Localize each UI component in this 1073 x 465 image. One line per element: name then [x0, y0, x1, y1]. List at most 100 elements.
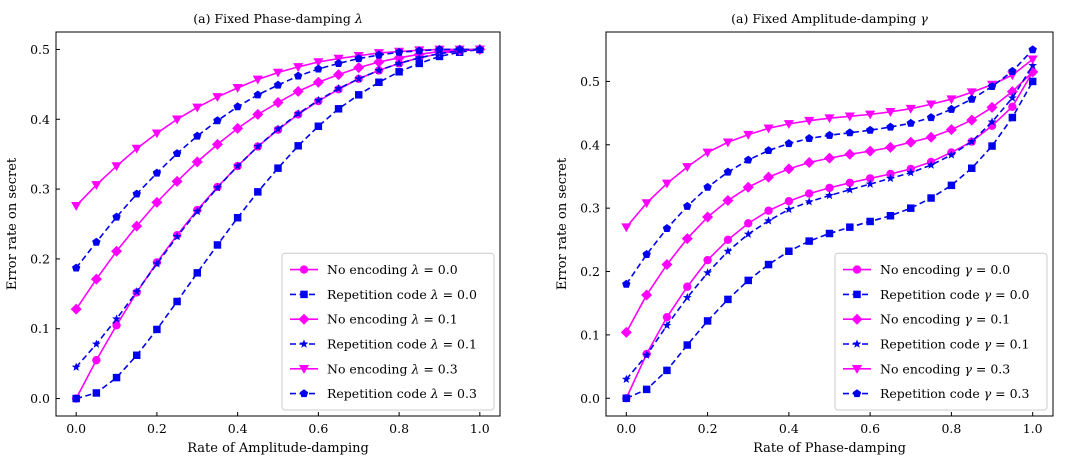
data-point	[662, 320, 672, 330]
data-point	[131, 220, 143, 232]
data-point	[681, 233, 693, 245]
data-point	[947, 181, 956, 190]
data-point	[621, 374, 631, 383]
chart-title: (a) Fixed Amplitude-damping γ	[731, 11, 928, 26]
legend-label: No encoding γ = 0.0	[880, 262, 1010, 277]
data-point	[764, 216, 773, 225]
data-point	[662, 224, 672, 232]
legend-label: Repetition code λ = 0.3	[327, 386, 477, 401]
data-point	[683, 341, 692, 349]
legend-marker	[852, 339, 862, 348]
data-point	[744, 155, 753, 164]
x-axis-label: Rate of Amplitude-damping	[187, 441, 369, 456]
x-tick-label: 1.0	[470, 421, 490, 436]
data-point	[92, 355, 101, 365]
data-point	[213, 183, 222, 192]
data-point	[764, 146, 773, 155]
data-point	[112, 321, 121, 330]
legend-label: No encoding λ = 0.3	[327, 361, 458, 376]
data-point	[723, 246, 733, 255]
x-tick-label: 1.0	[1023, 421, 1043, 436]
data-point	[641, 289, 653, 301]
data-point	[193, 269, 202, 277]
data-point	[354, 54, 363, 63]
axes-frame	[605, 31, 1054, 417]
data-point	[783, 163, 795, 175]
y-tick-label: 0.4	[30, 112, 50, 127]
data-point	[171, 175, 183, 187]
y-tick-label: 0.5	[30, 42, 50, 57]
legend-marker	[300, 290, 308, 299]
data-point	[435, 45, 444, 54]
data-point	[724, 295, 732, 304]
data-point	[825, 183, 834, 193]
data-point	[722, 195, 734, 207]
legend-label: No encoding λ = 0.1	[327, 312, 458, 327]
data-point	[845, 128, 854, 137]
data-point	[334, 105, 343, 113]
legend-item: No encoding λ = 0.0	[290, 262, 458, 277]
legend-item: Repetition code γ = 0.3	[843, 386, 1030, 401]
data-point	[661, 179, 673, 189]
data-point	[172, 115, 183, 125]
data-point	[987, 117, 997, 126]
data-point	[785, 247, 793, 255]
y-axis-label: Error rate on secret	[5, 157, 20, 290]
data-point	[927, 194, 935, 202]
data-point	[70, 303, 82, 315]
data-point	[151, 129, 162, 139]
data-point	[804, 197, 814, 206]
data-point	[825, 190, 834, 200]
x-tick-label: 0.2	[698, 421, 718, 436]
x-tick-label: 0.0	[66, 421, 86, 436]
chart-panel-2: (a) Fixed Amplitude-damping γ 0.0 0.2 0.4 0.…	[555, 11, 1054, 456]
data-point	[212, 93, 223, 102]
data-point	[703, 317, 712, 325]
data-point	[375, 78, 383, 87]
data-point	[622, 394, 631, 402]
legend-item: No encoding γ = 0.3	[843, 361, 1010, 376]
y-tick-label: 0.4	[580, 137, 600, 152]
series-line	[75, 48, 480, 368]
data-point	[131, 144, 142, 154]
data-point	[845, 178, 854, 187]
data-point	[805, 189, 814, 198]
legend-item: No encoding γ = 0.0	[843, 262, 1010, 277]
data-point	[253, 90, 262, 99]
data-point	[273, 124, 283, 133]
data-point	[926, 160, 936, 169]
data-point	[192, 103, 203, 113]
data-point	[395, 68, 403, 76]
data-point	[620, 326, 632, 338]
legend-label: No encoding γ = 0.1	[880, 312, 1010, 327]
data-point	[926, 100, 937, 110]
data-point	[1008, 113, 1017, 122]
data-point	[804, 116, 815, 126]
data-point	[334, 83, 343, 93]
data-point	[803, 157, 815, 169]
data-point	[784, 204, 794, 214]
data-point	[702, 211, 714, 223]
legend-marker	[852, 389, 862, 398]
legend-label: Repetition code λ = 0.1	[327, 337, 477, 352]
x-tick-label: 0.6	[860, 421, 880, 436]
series-4	[621, 60, 1038, 383]
series-6	[622, 45, 1037, 288]
legend-item: Repetition code λ = 0.1	[290, 337, 477, 352]
data-point	[723, 235, 733, 245]
data-point	[988, 142, 996, 150]
data-point	[151, 196, 163, 208]
data-point	[314, 64, 323, 73]
legend-marker	[298, 365, 310, 374]
data-point	[232, 84, 243, 93]
y-tick-label: 0.2	[580, 264, 600, 279]
data-point	[312, 76, 324, 88]
legend-marker	[851, 365, 863, 374]
data-point	[906, 168, 916, 177]
data-point	[987, 82, 997, 91]
y-tick-label: 0.2	[30, 251, 50, 266]
data-point	[866, 217, 874, 226]
axes-frame	[55, 31, 501, 417]
y-axis-label: Error rate on secret	[555, 157, 570, 290]
data-point	[683, 282, 692, 291]
